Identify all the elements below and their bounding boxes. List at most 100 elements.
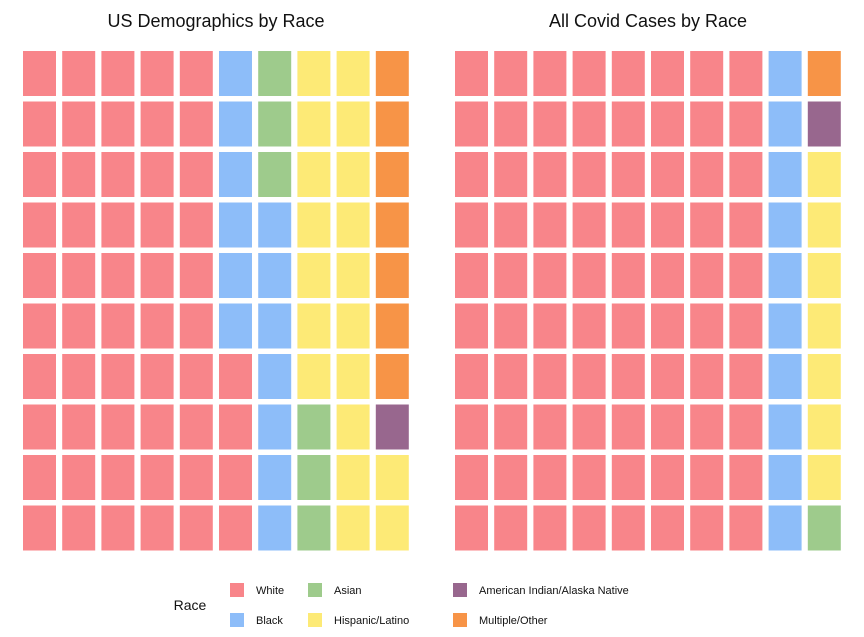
- waffle-cell-asian: [297, 455, 331, 500]
- waffle-cell-black: [768, 404, 802, 450]
- panel-title: US Demographics by Race: [107, 11, 324, 31]
- waffle-cell-white: [494, 101, 528, 147]
- waffle-cell-white: [62, 51, 96, 96]
- panel-title: All Covid Cases by Race: [549, 11, 747, 31]
- waffle-cell-white: [23, 404, 56, 450]
- waffle-cell-white: [62, 253, 96, 298]
- waffle-cell-white: [140, 51, 174, 96]
- waffle-cell-multiple-other: [375, 354, 409, 399]
- waffle-cell-white: [533, 505, 567, 551]
- waffle-cell-black: [219, 101, 252, 147]
- waffle-cell-black: [219, 51, 252, 96]
- waffle-cell-hispanic-latino: [375, 455, 409, 500]
- waffle-cell-white: [651, 303, 684, 349]
- waffle-cell-white: [179, 455, 213, 500]
- waffle-cell-white: [494, 354, 528, 399]
- waffle-cell-white: [23, 455, 56, 500]
- waffle-cell-white: [494, 303, 528, 349]
- waffle-cell-hispanic-latino: [807, 303, 841, 349]
- waffle-cell-white: [572, 152, 606, 197]
- waffle-cell-white: [690, 152, 724, 197]
- legend-label: American Indian/Alaska Native: [479, 585, 629, 597]
- waffle-cell-black: [258, 354, 292, 399]
- waffle-cell-hispanic-latino: [297, 253, 331, 298]
- waffle-cell-american-indian-alaska-native: [807, 101, 841, 147]
- waffle-cell-white: [729, 404, 763, 450]
- waffle-cell-white: [611, 455, 645, 500]
- waffle-cell-white: [140, 303, 174, 349]
- waffle-cell-black: [768, 51, 802, 96]
- waffle-cell-white: [140, 505, 174, 551]
- waffle-cell-white: [611, 505, 645, 551]
- waffle-cell-black: [768, 303, 802, 349]
- legend-label: Black: [256, 615, 283, 627]
- waffle-cell-hispanic-latino: [807, 354, 841, 399]
- waffle-cell-white: [494, 51, 528, 96]
- waffle-cell-white: [494, 253, 528, 298]
- waffle-cell-white: [455, 404, 488, 450]
- waffle-cell-multiple-other: [375, 253, 409, 298]
- waffle-cell-black: [219, 152, 252, 197]
- waffle-cell-white: [494, 202, 528, 248]
- waffle-cell-white: [533, 455, 567, 500]
- waffle-cell-white: [690, 51, 724, 96]
- waffle-cell-black: [768, 505, 802, 551]
- waffle-cell-white: [651, 455, 684, 500]
- waffle-cell-white: [101, 505, 135, 551]
- legend-swatch: [453, 613, 467, 627]
- waffle-cell-white: [651, 101, 684, 147]
- waffle-cell-white: [611, 303, 645, 349]
- waffle-cell-white: [690, 101, 724, 147]
- waffle-cell-white: [101, 354, 135, 399]
- waffle-cell-black: [219, 253, 252, 298]
- waffle-cell-hispanic-latino: [336, 101, 370, 147]
- waffle-cell-asian: [297, 404, 331, 450]
- waffle-cell-asian: [258, 152, 292, 197]
- waffle-cell-white: [101, 303, 135, 349]
- waffle-cell-hispanic-latino: [807, 253, 841, 298]
- waffle-cell-white: [140, 101, 174, 147]
- waffle-cell-white: [101, 101, 135, 147]
- waffle-cell-black: [258, 404, 292, 450]
- waffle-cell-white: [690, 354, 724, 399]
- waffle-cell-white: [62, 202, 96, 248]
- legend-title: Race: [174, 597, 207, 613]
- waffle-cell-hispanic-latino: [297, 202, 331, 248]
- waffle-cell-white: [651, 51, 684, 96]
- waffle-panel-2: All Covid Cases by Race: [455, 11, 841, 551]
- waffle-cell-black: [768, 253, 802, 298]
- waffle-cell-white: [611, 202, 645, 248]
- waffle-cell-black: [768, 101, 802, 147]
- legend-label: Multiple/Other: [479, 615, 548, 627]
- waffle-cell-white: [455, 101, 488, 147]
- waffle-cell-white: [455, 455, 488, 500]
- waffle-cell-white: [572, 51, 606, 96]
- waffle-cell-white: [179, 253, 213, 298]
- waffle-cell-multiple-other: [375, 202, 409, 248]
- waffle-cell-hispanic-latino: [807, 152, 841, 197]
- waffle-cell-hispanic-latino: [297, 51, 331, 96]
- legend-item-asian: Asian: [308, 583, 362, 597]
- waffle-cell-black: [258, 202, 292, 248]
- waffle-cell-white: [729, 455, 763, 500]
- legend-swatch: [308, 583, 322, 597]
- waffle-cell-white: [729, 253, 763, 298]
- waffle-cell-multiple-other: [807, 51, 841, 96]
- waffle-cell-white: [179, 354, 213, 399]
- waffle-cell-hispanic-latino: [807, 455, 841, 500]
- waffle-cell-white: [533, 404, 567, 450]
- legend-item-white: White: [230, 583, 284, 597]
- waffle-cell-white: [572, 253, 606, 298]
- waffle-cell-multiple-other: [375, 152, 409, 197]
- waffle-cell-asian: [807, 505, 841, 551]
- legend-label: Hispanic/Latino: [334, 615, 409, 627]
- waffle-cell-hispanic-latino: [807, 404, 841, 450]
- waffle-cell-hispanic-latino: [807, 202, 841, 248]
- waffle-cell-hispanic-latino: [336, 455, 370, 500]
- waffle-cell-white: [690, 455, 724, 500]
- waffle-cell-white: [140, 152, 174, 197]
- waffle-cell-asian: [258, 101, 292, 147]
- waffle-cell-hispanic-latino: [297, 152, 331, 197]
- waffle-cell-white: [179, 303, 213, 349]
- waffle-cell-white: [455, 152, 488, 197]
